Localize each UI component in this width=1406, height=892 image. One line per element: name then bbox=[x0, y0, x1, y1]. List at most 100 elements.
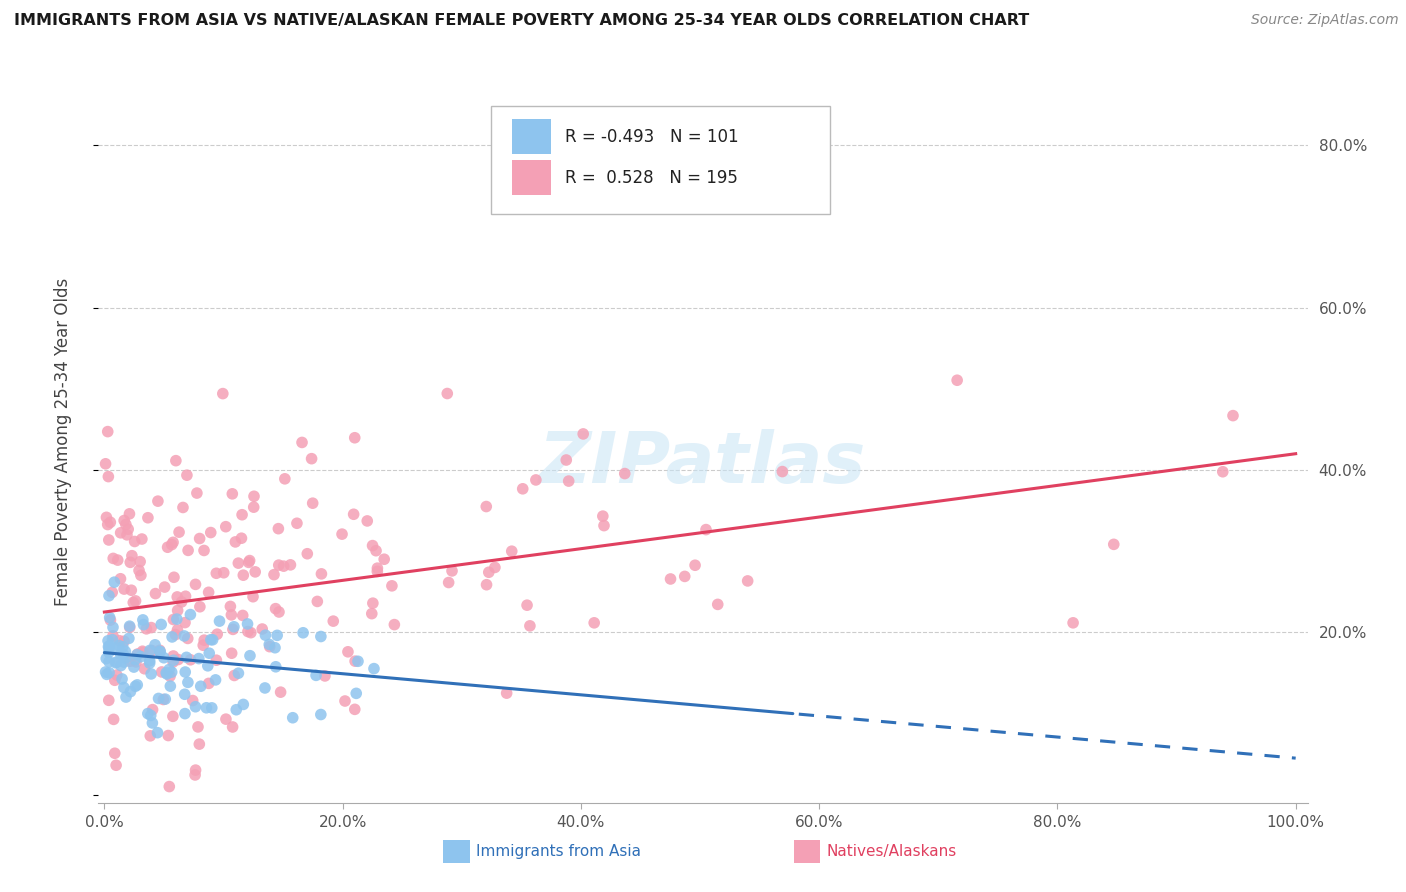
Point bbox=[232, 608, 254, 623]
Point bbox=[112, 514, 135, 528]
Point bbox=[1222, 409, 1244, 423]
Point bbox=[197, 676, 219, 690]
Point bbox=[98, 641, 121, 656]
Point bbox=[770, 465, 793, 479]
Point bbox=[97, 633, 120, 648]
Bar bbox=[512, 120, 551, 154]
Point bbox=[103, 575, 125, 590]
Text: Source: ZipAtlas.com: Source: ZipAtlas.com bbox=[1251, 13, 1399, 28]
Point bbox=[132, 613, 155, 627]
Point bbox=[307, 594, 329, 608]
Point bbox=[1102, 537, 1125, 551]
Point bbox=[478, 566, 501, 580]
Point bbox=[232, 568, 254, 582]
Point bbox=[122, 660, 145, 674]
Point bbox=[96, 651, 118, 665]
Point bbox=[114, 644, 136, 658]
Point bbox=[311, 566, 333, 581]
Point bbox=[250, 622, 273, 636]
Point bbox=[593, 518, 616, 533]
Point bbox=[103, 551, 125, 566]
Point bbox=[242, 590, 264, 604]
Point bbox=[495, 686, 517, 700]
Point bbox=[114, 651, 136, 665]
Point bbox=[98, 655, 121, 669]
Point bbox=[110, 658, 132, 673]
Point bbox=[1212, 465, 1234, 479]
Point bbox=[110, 525, 132, 540]
Point bbox=[366, 561, 388, 575]
Point bbox=[97, 693, 120, 707]
Point bbox=[572, 426, 595, 441]
Point bbox=[221, 646, 243, 660]
Point bbox=[267, 522, 290, 536]
Point bbox=[224, 535, 246, 549]
Point bbox=[131, 646, 153, 660]
Point bbox=[159, 679, 181, 693]
Text: R = -0.493   N = 101: R = -0.493 N = 101 bbox=[565, 128, 738, 145]
Point bbox=[373, 552, 395, 566]
Point bbox=[204, 673, 226, 687]
Point bbox=[162, 535, 184, 549]
Point bbox=[167, 652, 190, 666]
Point bbox=[94, 665, 117, 679]
Point bbox=[111, 640, 134, 654]
Point bbox=[136, 706, 159, 721]
Point bbox=[172, 500, 194, 515]
Point bbox=[266, 628, 288, 642]
Point bbox=[124, 652, 146, 666]
Point bbox=[285, 516, 308, 531]
FancyBboxPatch shape bbox=[492, 105, 830, 214]
Point bbox=[94, 457, 117, 471]
Point bbox=[200, 632, 222, 647]
Point bbox=[105, 668, 128, 682]
Point bbox=[267, 605, 290, 619]
Text: IMMIGRANTS FROM ASIA VS NATIVE/ALASKAN FEMALE POVERTY AMONG 25-34 YEAR OLDS CORR: IMMIGRANTS FROM ASIA VS NATIVE/ALASKAN F… bbox=[14, 13, 1029, 29]
Point bbox=[437, 575, 460, 590]
Point bbox=[179, 653, 201, 667]
Point bbox=[145, 586, 167, 600]
Point bbox=[186, 486, 208, 500]
Point bbox=[118, 619, 141, 633]
Point bbox=[143, 638, 166, 652]
Point bbox=[221, 487, 243, 501]
Point bbox=[153, 650, 176, 665]
Point bbox=[165, 627, 187, 641]
Point bbox=[156, 540, 179, 554]
Point bbox=[141, 643, 163, 657]
Point bbox=[187, 720, 209, 734]
Point bbox=[112, 648, 135, 662]
Point bbox=[259, 640, 281, 654]
Point bbox=[98, 589, 121, 603]
Point bbox=[524, 473, 547, 487]
Point bbox=[274, 472, 297, 486]
Point bbox=[242, 500, 264, 515]
Point bbox=[366, 565, 388, 579]
Point bbox=[162, 655, 184, 669]
Point bbox=[673, 569, 696, 583]
Point bbox=[157, 780, 180, 794]
Point bbox=[222, 620, 245, 634]
Point bbox=[201, 701, 224, 715]
Point bbox=[270, 685, 292, 699]
Point bbox=[110, 572, 132, 586]
Point bbox=[184, 768, 207, 782]
Point bbox=[149, 643, 172, 657]
Point bbox=[333, 694, 356, 708]
Point bbox=[125, 648, 148, 662]
Point bbox=[212, 566, 235, 580]
Point bbox=[131, 644, 153, 658]
Point bbox=[501, 544, 523, 558]
Point bbox=[112, 582, 135, 596]
Point bbox=[121, 549, 143, 563]
Point bbox=[174, 589, 197, 603]
Text: ZIPatlas: ZIPatlas bbox=[540, 429, 866, 498]
Point bbox=[177, 632, 200, 646]
Point bbox=[108, 633, 131, 648]
Point bbox=[336, 645, 359, 659]
Point bbox=[198, 646, 221, 660]
Point bbox=[157, 663, 180, 677]
Point bbox=[245, 565, 267, 579]
Point bbox=[188, 532, 211, 546]
Point bbox=[440, 564, 463, 578]
